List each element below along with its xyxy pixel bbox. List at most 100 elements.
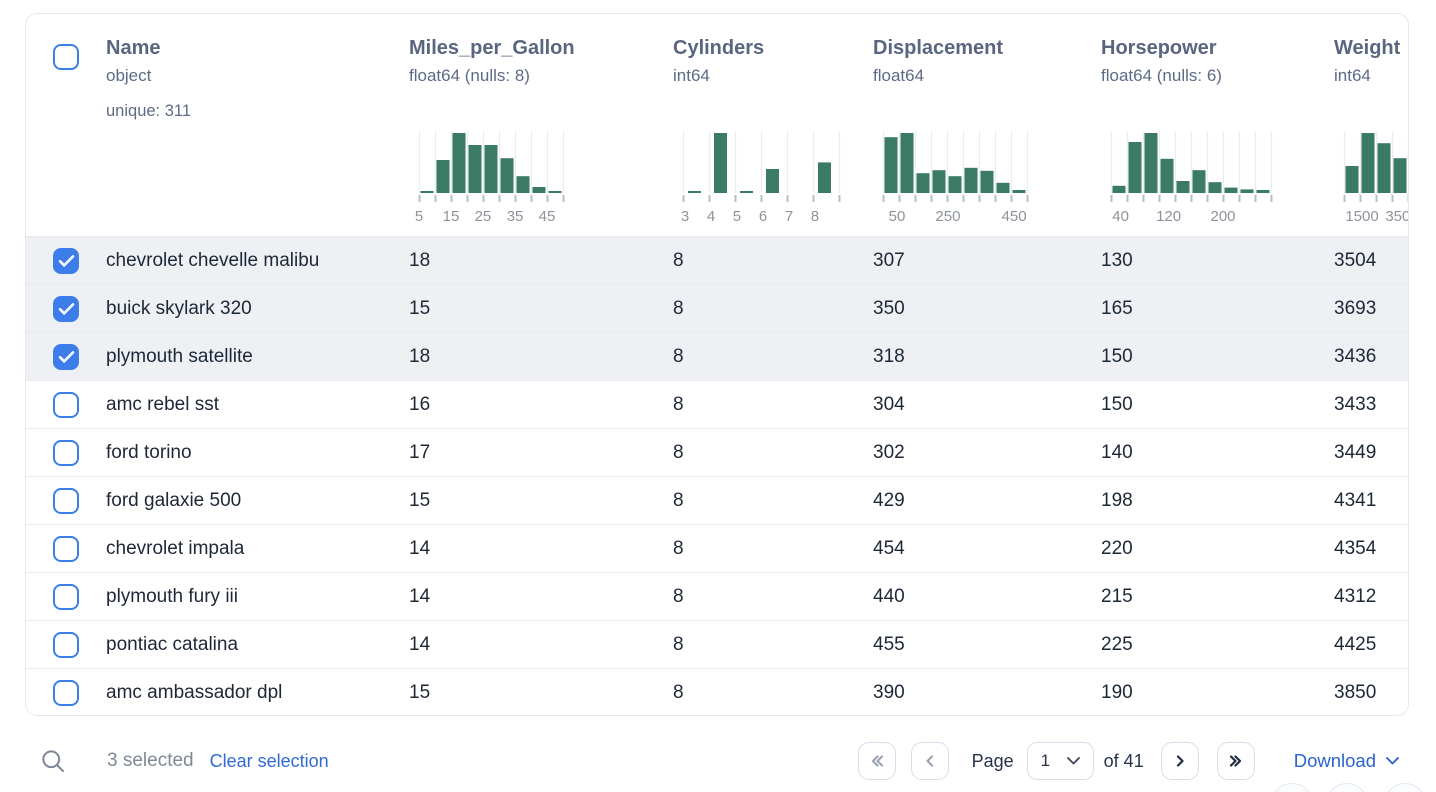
search-icon[interactable] [40, 748, 67, 775]
svg-text:4: 4 [707, 208, 715, 225]
row-checkbox[interactable] [53, 391, 79, 418]
page-select-value: 1 [1040, 751, 1051, 770]
table-row[interactable]: ford torino 17 8 302 140 3449 [26, 429, 1408, 477]
clear-selection-link[interactable]: Clear selection [209, 750, 329, 771]
cell-value: 14 [409, 585, 431, 607]
cell-value: 220 [1101, 537, 1133, 559]
row-checkbox-cell [26, 487, 106, 514]
table-footer: 3 selected Clear selection Page 1 [0, 738, 1436, 784]
chevron-down-icon [1386, 757, 1399, 765]
page-select[interactable]: 1 [1026, 742, 1094, 780]
svg-text:25: 25 [475, 208, 492, 225]
table-row[interactable]: amc ambassador dpl 15 8 390 190 3850 [26, 669, 1408, 715]
column-dtype: float64 [873, 66, 925, 85]
table-row[interactable]: ford galaxie 500 15 8 429 198 4341 [26, 477, 1408, 525]
select-all-cell [26, 14, 106, 236]
cell-value: 18 [409, 249, 431, 271]
svg-text:450: 450 [1002, 208, 1027, 225]
column-unique-count: unique: 311 [106, 102, 192, 120]
svg-text:5: 5 [733, 208, 741, 225]
table-body: chevrolet chevelle malibu 18 8 307 130 3504 bu… [26, 236, 1408, 715]
row-checkbox[interactable] [53, 295, 79, 322]
cell-value: 17 [409, 441, 431, 463]
hidden-action-button-3[interactable] [1384, 783, 1426, 792]
column-header-weight[interactable]: Weight int64 1500 3500 [1331, 14, 1408, 236]
row-checkbox-cell [26, 247, 106, 274]
cell-value: 454 [873, 537, 905, 559]
cell-name: chevrolet impala [106, 537, 245, 559]
row-checkbox[interactable] [53, 535, 79, 562]
cell-value: 304 [873, 393, 905, 415]
first-page-button[interactable] [857, 742, 896, 780]
row-checkbox[interactable] [53, 487, 79, 514]
cell-name: pontiac catalina [106, 633, 239, 655]
row-checkbox-cell [26, 631, 106, 658]
svg-text:15: 15 [443, 208, 460, 225]
svg-text:1500: 1500 [1345, 208, 1378, 225]
svg-text:3: 3 [681, 208, 689, 225]
column-header-name[interactable]: Name object unique: 311 [106, 14, 406, 236]
row-checkbox[interactable] [53, 343, 79, 370]
histogram-miles_per_gallon: 5 15 25 35 45 [415, 131, 565, 225]
column-title: Name [106, 37, 161, 59]
chevron-down-icon [1067, 757, 1081, 765]
table-row[interactable]: buick skylark 320 15 8 350 165 3693 [26, 285, 1408, 333]
column-title: Cylinders [673, 37, 765, 59]
page-total-label: of 41 [1103, 750, 1144, 771]
row-checkbox[interactable] [53, 583, 79, 610]
row-checkbox-cell [26, 680, 106, 706]
chevron-right-icon [1176, 755, 1184, 767]
pagination-controls: Page 1 of 41 Download [857, 742, 1400, 780]
cell-value: 8 [673, 682, 684, 703]
table-row[interactable]: pontiac catalina 14 8 455 225 4425 [26, 621, 1408, 669]
cell-value: 8 [673, 393, 684, 415]
row-checkbox[interactable] [53, 631, 79, 658]
column-title: Displacement [873, 37, 1004, 59]
column-histogram: 1500 3500 [1343, 129, 1408, 236]
cell-value: 8 [673, 297, 684, 319]
cell-value: 8 [673, 249, 684, 271]
hidden-action-button-1[interactable] [1271, 783, 1313, 792]
table-row[interactable]: plymouth fury iii 14 8 440 215 4312 [26, 573, 1408, 621]
last-page-button[interactable] [1216, 742, 1255, 780]
column-dtype: int64 [1334, 66, 1371, 85]
histogram-weight: 1500 3500 [1343, 131, 1408, 225]
column-histogram: 40 120 200 [1110, 129, 1275, 236]
table-row[interactable]: amc rebel sst 16 8 304 150 3433 [26, 381, 1408, 429]
next-page-button[interactable] [1160, 742, 1199, 780]
cell-value: 3850 [1334, 682, 1377, 703]
select-all-checkbox[interactable] [53, 44, 79, 70]
cell-value: 18 [409, 345, 431, 367]
cell-name: plymouth fury iii [106, 585, 238, 607]
checkmark-icon [58, 302, 74, 315]
cell-value: 8 [673, 489, 684, 511]
table-row[interactable]: chevrolet chevelle malibu 18 8 307 130 3504 [26, 237, 1408, 285]
cell-value: 3693 [1334, 297, 1377, 319]
download-button[interactable]: Download [1294, 750, 1400, 772]
histogram-displacement: 50 250 450 [882, 131, 1029, 225]
cell-value: 150 [1101, 393, 1133, 415]
hidden-action-button-2[interactable] [1326, 783, 1368, 792]
row-checkbox[interactable] [53, 680, 79, 706]
column-title: Weight [1334, 37, 1401, 59]
row-checkbox[interactable] [53, 247, 79, 274]
column-header-horsepower[interactable]: Horsepower float64 (nulls: 6) 40 120 200 [1098, 14, 1331, 236]
cell-value: 215 [1101, 585, 1133, 607]
row-checkbox-cell [26, 343, 106, 370]
prev-page-button[interactable] [910, 742, 949, 780]
table-row[interactable]: plymouth satellite 18 8 318 150 3436 [26, 333, 1408, 381]
column-dtype: int64 [673, 66, 710, 85]
cell-name: chevrolet chevelle malibu [106, 249, 320, 271]
cell-name: ford galaxie 500 [106, 489, 242, 511]
table-row[interactable]: chevrolet impala 14 8 454 220 4354 [26, 525, 1408, 573]
column-header-miles_per_gallon[interactable]: Miles_per_Gallon float64 (nulls: 8) 5 15 25 3… [406, 14, 670, 236]
column-header-displacement[interactable]: Displacement float64 50 250 450 [870, 14, 1098, 236]
cell-value: 390 [873, 682, 905, 703]
cell-value: 318 [873, 345, 905, 367]
column-header-cylinders[interactable]: Cylinders int64 3 4 5 6 7 8 [670, 14, 870, 236]
row-checkbox[interactable] [53, 439, 79, 466]
cell-value: 350 [873, 297, 905, 319]
row-checkbox-cell [26, 391, 106, 418]
column-dtype: float64 (nulls: 6) [1101, 66, 1222, 85]
cell-value: 3433 [1334, 393, 1377, 415]
